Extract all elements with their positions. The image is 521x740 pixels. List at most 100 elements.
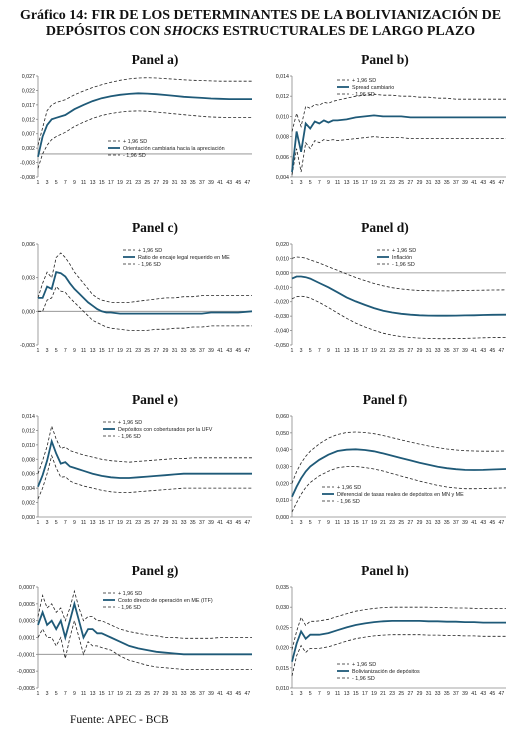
x-tick-label: 11 (335, 348, 340, 354)
lower-band-line (291, 634, 506, 676)
lower-band-line (37, 619, 252, 670)
x-tick-label: 23 (389, 691, 395, 697)
x-tick-label: 33 (181, 180, 187, 186)
lower-band-line (37, 110, 252, 169)
upper-band-line (37, 424, 252, 474)
figure-title-line2-b: ESTRUCTURALES DE LARGO PLAZO (219, 24, 476, 39)
upper-band-line (37, 252, 252, 303)
x-tick-label: 13 (344, 691, 350, 697)
x-tick-label: 25 (398, 520, 404, 526)
legend-label: + 1,96 SD (118, 420, 142, 426)
legend-label: + 1,96 SD (138, 248, 162, 254)
x-tick-label: 11 (81, 691, 86, 697)
x-tick-label: 31 (426, 348, 432, 354)
x-tick-label: 17 (362, 520, 368, 526)
x-tick-label: 37 (453, 520, 459, 526)
panel-g-title: Panel g) (131, 563, 179, 578)
x-tick-label: 47 (499, 520, 505, 526)
x-tick-label: 35 (190, 180, 196, 186)
x-tick-label: 41 (471, 520, 477, 526)
upper-band-line (291, 606, 506, 650)
lower-band-line (291, 295, 507, 340)
figure-title: Gráfico 14: FIR DE LOS DETERMINANTES DE … (0, 8, 521, 40)
x-tick-label: 23 (135, 348, 141, 354)
x-tick-label: 45 (489, 348, 495, 354)
response-line (291, 275, 507, 317)
x-tick-label: 15 (353, 520, 359, 526)
x-tick-label: 35 (444, 180, 450, 186)
y-tick-label: 0,0001 (19, 636, 35, 642)
x-tick-label: 3 (300, 520, 303, 526)
x-tick-label: 5 (55, 348, 58, 354)
x-tick-label: 27 (407, 520, 413, 526)
x-tick-label: 31 (172, 691, 178, 697)
x-tick-label: 5 (55, 691, 58, 697)
y-tick-label: 0,040 (276, 448, 289, 454)
x-tick-label: 25 (398, 348, 404, 354)
x-tick-label: 31 (426, 180, 432, 186)
response-line (37, 438, 252, 488)
x-tick-label: 21 (380, 348, 386, 354)
x-tick-label: 43 (226, 691, 232, 697)
legend-label: Orientación cambiaria hacia la apreciaci… (123, 146, 225, 152)
y-tick-label: 0,006 (22, 242, 35, 248)
y-tick-label: 0,015 (276, 666, 289, 672)
x-tick-label: 7 (318, 348, 321, 354)
x-tick-label: 23 (389, 348, 395, 354)
x-tick-label: 19 (117, 348, 123, 354)
x-tick-label: 3 (46, 348, 49, 354)
y-tick-label: -0,010 (274, 285, 289, 291)
x-tick-label: 35 (190, 348, 196, 354)
x-tick-label: 37 (199, 520, 205, 526)
panel-g-chart: -0,0005 -0,0003 -0,0001 0,0001 0,0003 0,0005 0… (17, 585, 252, 697)
x-tick-label: 13 (90, 348, 96, 354)
y-tick-label: 0,020 (276, 242, 289, 248)
legend-label: - 1,96 SD (138, 262, 161, 268)
x-tick-label: 27 (153, 180, 159, 186)
x-tick-label: 47 (245, 348, 251, 354)
y-tick-label: 0,014 (276, 74, 289, 80)
lower-band-line (37, 454, 252, 500)
legend-label: + 1,96 SD (123, 139, 147, 145)
y-tick-label: 0,002 (22, 146, 35, 152)
y-tick-label: 0,000 (22, 309, 35, 315)
x-tick-label: 21 (126, 180, 132, 186)
legend-label: + 1,96 SD (337, 485, 361, 491)
x-tick-label: 17 (362, 180, 368, 186)
legend-label: - 1,96 SD (352, 92, 375, 98)
y-tick-label: 0,006 (22, 472, 35, 478)
x-tick-label: 45 (235, 180, 241, 186)
x-tick-label: 17 (108, 180, 114, 186)
x-tick-label: 15 (99, 180, 105, 186)
x-tick-label: 17 (108, 691, 114, 697)
x-tick-label: 35 (190, 520, 196, 526)
x-tick-label: 29 (417, 348, 423, 354)
x-tick-label: 15 (353, 691, 359, 697)
panel-c-title: Panel c) (131, 220, 179, 235)
x-tick-label: 43 (480, 691, 486, 697)
x-tick-label: 13 (344, 348, 350, 354)
y-tick-label: 0,002 (22, 501, 35, 507)
y-tick-label: 0,000 (22, 515, 35, 521)
x-tick-label: 1 (37, 348, 40, 354)
y-tick-label: -0,050 (274, 343, 289, 349)
x-tick-label: 33 (181, 348, 187, 354)
x-tick-label: 35 (444, 520, 450, 526)
y-tick-label: 0,003 (22, 276, 35, 282)
legend-label: + 1,96 SD (352, 78, 376, 84)
x-tick-label: 19 (371, 520, 377, 526)
x-tick-label: 41 (217, 691, 223, 697)
y-tick-label: -0,040 (274, 329, 289, 335)
upper-band-line (37, 589, 252, 639)
x-tick-label: 27 (407, 180, 413, 186)
upper-band-line (37, 77, 252, 146)
x-tick-label: 3 (300, 180, 303, 186)
x-tick-label: 29 (163, 691, 169, 697)
legend-label: Ratio de encaje legal requerido en ME (138, 255, 230, 261)
x-tick-label: 15 (99, 348, 105, 354)
y-tick-label: -0,030 (274, 314, 289, 320)
x-tick-label: 39 (462, 691, 468, 697)
y-tick-label: 0,050 (276, 431, 289, 437)
x-tick-label: 13 (90, 520, 96, 526)
